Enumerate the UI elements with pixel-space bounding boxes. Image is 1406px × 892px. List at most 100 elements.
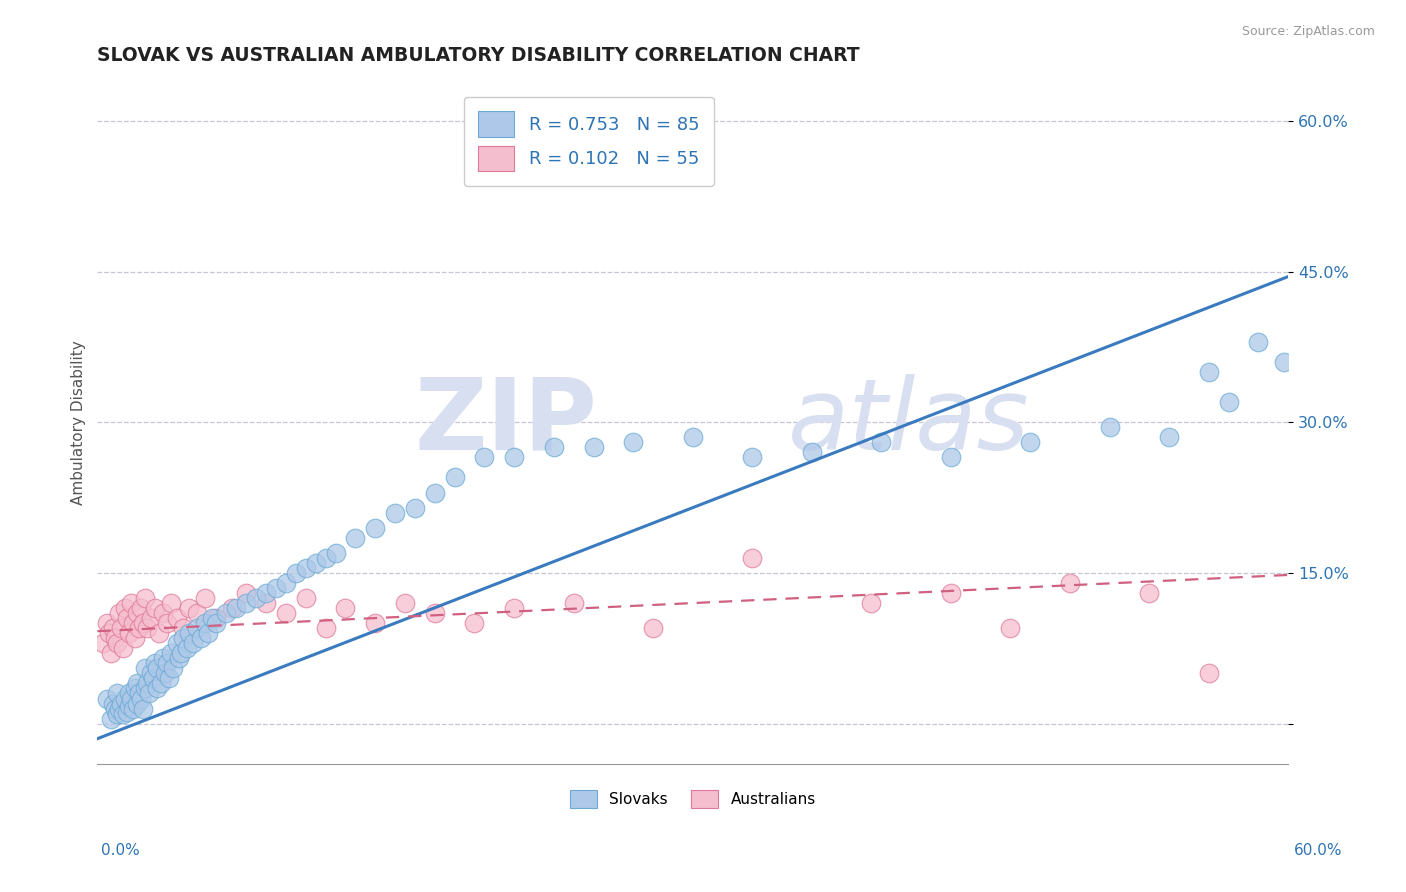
Point xyxy=(100,712,122,726)
Point xyxy=(1137,586,1160,600)
Point xyxy=(167,651,190,665)
Point xyxy=(503,601,526,615)
Point xyxy=(562,596,585,610)
Point xyxy=(120,596,142,610)
Point xyxy=(254,596,277,610)
Point xyxy=(118,686,141,700)
Point xyxy=(1159,430,1181,444)
Point xyxy=(225,601,247,615)
Point xyxy=(120,691,142,706)
Point xyxy=(274,606,297,620)
Point xyxy=(325,546,347,560)
Text: 0.0%: 0.0% xyxy=(101,843,141,858)
Point xyxy=(122,616,145,631)
Point xyxy=(157,672,180,686)
Text: SLOVAK VS AUSTRALIAN AMBULATORY DISABILITY CORRELATION CHART: SLOVAK VS AUSTRALIAN AMBULATORY DISABILI… xyxy=(97,46,860,65)
Point xyxy=(162,661,184,675)
Point xyxy=(190,632,212,646)
Point xyxy=(294,561,316,575)
Point xyxy=(136,676,159,690)
Point xyxy=(215,606,238,620)
Point xyxy=(128,621,150,635)
Point xyxy=(124,681,146,696)
Point xyxy=(939,450,962,465)
Point xyxy=(463,616,485,631)
Point xyxy=(104,632,127,646)
Point xyxy=(153,666,176,681)
Point xyxy=(315,550,337,565)
Point xyxy=(177,601,200,615)
Text: ZIP: ZIP xyxy=(415,374,598,471)
Point xyxy=(110,697,132,711)
Point xyxy=(1059,576,1081,591)
Point xyxy=(344,531,367,545)
Point xyxy=(201,611,224,625)
Point xyxy=(105,636,128,650)
Point xyxy=(1247,334,1270,349)
Point xyxy=(364,616,387,631)
Point xyxy=(103,621,125,635)
Point xyxy=(384,506,406,520)
Point xyxy=(166,636,188,650)
Point xyxy=(136,621,159,635)
Point xyxy=(1272,355,1295,369)
Point xyxy=(235,586,257,600)
Point xyxy=(156,657,179,671)
Point xyxy=(118,698,141,713)
Point xyxy=(125,606,148,620)
Point xyxy=(129,601,152,615)
Point xyxy=(274,576,297,591)
Point xyxy=(284,566,307,580)
Point xyxy=(166,611,188,625)
Point xyxy=(170,646,193,660)
Point xyxy=(103,697,125,711)
Point xyxy=(800,445,823,459)
Point xyxy=(394,596,416,610)
Point xyxy=(172,621,194,635)
Point xyxy=(148,626,170,640)
Point xyxy=(142,672,165,686)
Point xyxy=(125,697,148,711)
Point xyxy=(124,632,146,646)
Point xyxy=(221,601,243,615)
Point xyxy=(96,691,118,706)
Text: 60.0%: 60.0% xyxy=(1295,843,1343,858)
Point xyxy=(741,450,763,465)
Point xyxy=(152,651,174,665)
Point xyxy=(294,591,316,605)
Point xyxy=(159,646,181,660)
Point xyxy=(143,657,166,671)
Point xyxy=(235,596,257,610)
Point xyxy=(139,666,162,681)
Point xyxy=(423,606,446,620)
Legend: Slovaks, Australians: Slovaks, Australians xyxy=(564,784,823,814)
Point xyxy=(91,636,114,650)
Point xyxy=(181,636,204,650)
Point xyxy=(205,611,228,625)
Point xyxy=(134,591,156,605)
Point xyxy=(132,701,155,715)
Point xyxy=(193,591,215,605)
Point xyxy=(474,450,496,465)
Point xyxy=(443,470,465,484)
Point xyxy=(741,550,763,565)
Point xyxy=(543,441,565,455)
Point xyxy=(172,632,194,646)
Point xyxy=(129,691,152,706)
Point xyxy=(1019,435,1042,450)
Point xyxy=(205,616,228,631)
Point xyxy=(115,611,138,625)
Point xyxy=(860,596,883,610)
Point xyxy=(128,686,150,700)
Point xyxy=(105,706,128,721)
Point xyxy=(186,621,208,635)
Point xyxy=(143,601,166,615)
Point xyxy=(335,601,357,615)
Point xyxy=(100,646,122,660)
Point xyxy=(315,621,337,635)
Point xyxy=(115,705,138,719)
Point xyxy=(105,686,128,700)
Point xyxy=(245,591,267,605)
Point xyxy=(104,701,127,715)
Point xyxy=(98,626,121,640)
